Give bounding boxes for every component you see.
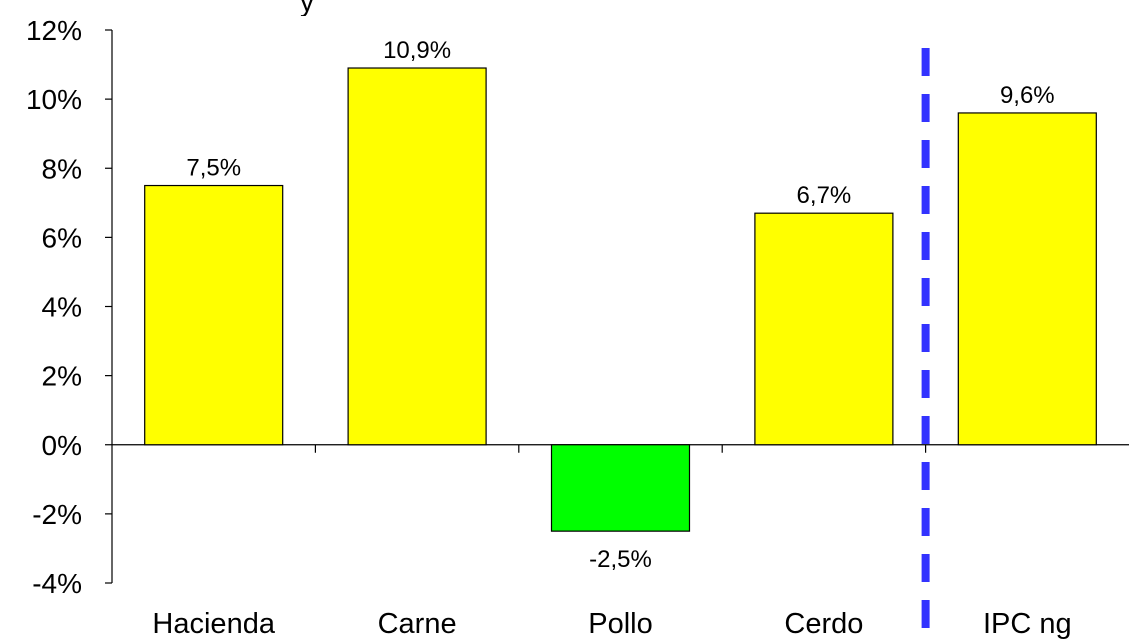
y-tick-label: 8%	[42, 153, 82, 184]
bar-ipc-ng	[957, 112, 1097, 446]
bar-hacienda	[144, 184, 284, 446]
y-tick-label: 0%	[42, 430, 82, 461]
data-label: 9,6%	[1000, 82, 1055, 109]
bar-carne	[347, 67, 487, 446]
category-label: Carne	[378, 608, 457, 640]
axes: 12% 10% 8% 6% 4% 2% 0% -2% -4%	[26, 15, 1129, 599]
category-label: Hacienda	[152, 608, 275, 640]
y-tick-label: 6%	[42, 222, 82, 253]
y-tick-label: -2%	[32, 499, 82, 530]
data-label: 7,5%	[186, 155, 241, 182]
y-tick-label: 12%	[26, 15, 82, 46]
category-label: Cerdo	[784, 608, 863, 640]
data-label: -2,5%	[589, 546, 652, 573]
category-label: IPC ng	[983, 608, 1072, 640]
bars	[144, 67, 1097, 532]
bar-pollo	[550, 444, 691, 532]
labels: 7,5% Hacienda 10,9% Carne -2,5% Pollo 6,7% Cerd…	[152, 37, 1072, 640]
data-label: 6,7%	[797, 182, 852, 209]
chart-title-fragment: y	[300, 0, 314, 16]
y-tick-label: -4%	[32, 568, 82, 599]
y-tick-label: 4%	[42, 292, 82, 323]
y-tick-label: 10%	[26, 84, 82, 115]
data-label: 10,9%	[383, 37, 451, 64]
category-label: Pollo	[588, 608, 653, 640]
y-tick-label: 2%	[42, 361, 82, 392]
bar-cerdo	[754, 212, 894, 446]
